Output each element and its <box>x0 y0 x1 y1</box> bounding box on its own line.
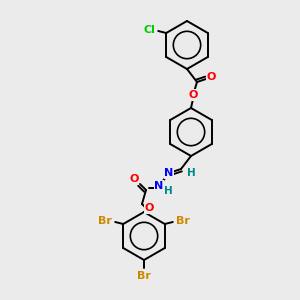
Text: H: H <box>187 168 195 178</box>
Text: O: O <box>188 90 198 100</box>
Text: Br: Br <box>98 216 112 226</box>
Text: Br: Br <box>176 216 190 226</box>
Text: N: N <box>164 168 174 178</box>
Text: Br: Br <box>137 271 151 281</box>
Text: H: H <box>164 186 172 196</box>
Text: Cl: Cl <box>143 25 155 35</box>
Text: O: O <box>206 72 216 82</box>
Text: O: O <box>144 203 154 213</box>
Text: O: O <box>129 174 139 184</box>
Text: N: N <box>154 181 164 191</box>
